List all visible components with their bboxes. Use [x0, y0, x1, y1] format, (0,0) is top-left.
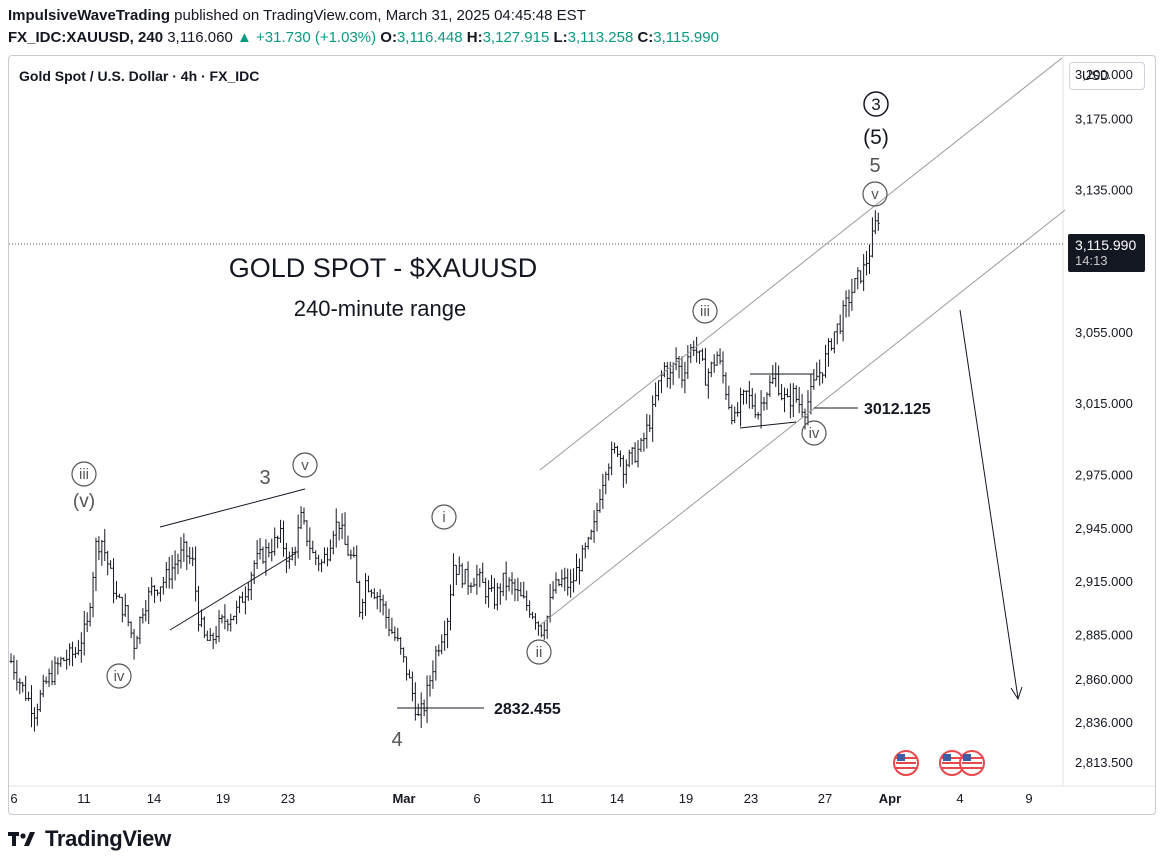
price-tick-label: 2,885.000: [1075, 628, 1133, 643]
price-tick-label: 3,200.000: [1075, 67, 1133, 82]
ohlc-line: FX_IDC:XAUUSD, 240 3,116.060 ▲ +31.730 (…: [8, 29, 719, 46]
price-tick-label: 2,813.500: [1075, 755, 1133, 770]
level-3012-label: 3012.125: [864, 401, 931, 418]
us-flag-icon[interactable]: [959, 750, 985, 776]
time-tick-label: 9: [1025, 791, 1032, 806]
channel-lower-line: [539, 209, 1066, 626]
time-tick-label: 23: [744, 791, 758, 806]
high-value: 3,127.915: [482, 29, 550, 46]
wave-label-5-paren: (5): [863, 126, 889, 149]
wave-label-3-minor: 3: [259, 467, 270, 489]
projection-arrow-line: [959, 309, 1019, 699]
wave-label-v-left: v: [292, 452, 318, 478]
close-value: 3,115.990: [653, 29, 719, 46]
time-tick-label: 4: [956, 791, 963, 806]
svg-text:v: v: [871, 186, 879, 203]
time-tick-label: 19: [216, 791, 230, 806]
wave-label-ii: ii: [526, 639, 552, 665]
last-price: 3,116.060: [167, 29, 233, 46]
close-label: C:: [637, 29, 654, 46]
time-tick-label: Apr: [879, 791, 901, 806]
wave-label-5: 5: [869, 155, 880, 177]
time-tick-label: 23: [281, 791, 295, 806]
svg-text:iii: iii: [79, 466, 89, 483]
open-label: O:: [380, 29, 397, 46]
wave-label-v-right: v: [862, 181, 888, 207]
wave-label-iii-left: iii: [71, 461, 97, 487]
publisher-name[interactable]: ImpulsiveWaveTrading: [8, 7, 170, 24]
time-tick-label: 19: [679, 791, 693, 806]
time-axis[interactable]: 6 11 14 19 23 Mar 6 11 14 19 23 27 Apr 4 9: [10, 791, 1032, 806]
price-tick-label: 3,055.000: [1075, 325, 1133, 340]
price-tick-label: 2,945.000: [1075, 521, 1133, 536]
time-tick-label: 14: [610, 791, 624, 806]
svg-text:iv: iv: [114, 668, 125, 685]
price-change: ▲ +31.730 (+1.03%): [237, 29, 377, 46]
price-tick-label: 3,015.000: [1075, 396, 1133, 411]
time-tick-label: 14: [147, 791, 161, 806]
time-tick-label: 11: [540, 791, 554, 806]
price-tick-label: 2,975.000: [1075, 467, 1133, 482]
price-axis[interactable]: 3,200.0003,175.0003,135.0003,095.0003,05…: [1075, 67, 1133, 770]
channel-upper-line: [539, 57, 1063, 471]
low-price-label: 2832.455: [494, 701, 561, 718]
wave-label-iv-right: iv: [801, 420, 827, 446]
low-value: 3,113.258: [567, 29, 634, 46]
wedge-upper-line: [159, 488, 306, 528]
price-bars: [9, 210, 880, 732]
currency-button[interactable]: USD: [1069, 62, 1145, 90]
chart-title: Gold Spot / U.S. Dollar · 4h · FX_IDC: [19, 68, 260, 84]
svg-text:v: v: [301, 457, 309, 474]
svg-text:3: 3: [871, 95, 880, 114]
time-tick-label: 6: [473, 791, 480, 806]
svg-text:iii: iii: [700, 303, 710, 320]
subheadline-text: 240-minute range: [294, 296, 466, 321]
open-value: 3,116.448: [396, 29, 463, 46]
time-tick-label: 6: [10, 791, 17, 806]
wave-label-iv-left: iv: [106, 663, 132, 689]
wave-label-v-paren-left: (v): [73, 491, 95, 512]
symbol-label: FX_IDC:XAUUSD, 240: [8, 29, 164, 46]
wave-label-4: 4: [391, 729, 402, 751]
headline-text: GOLD SPOT - $XAUUSD: [229, 253, 538, 283]
tradingview-logo-icon: [8, 832, 35, 846]
low-label: L:: [553, 29, 568, 46]
us-flag-icon[interactable]: [893, 750, 919, 776]
publish-info: ImpulsiveWaveTrading published on Tradin…: [8, 7, 586, 24]
last-price-tag: 3,115.990 14:13: [1068, 234, 1145, 272]
time-tick-label: 11: [77, 791, 91, 806]
price-tick-label: 3,135.000: [1075, 183, 1133, 198]
svg-text:i: i: [442, 509, 445, 526]
tradingview-logo[interactable]: TradingView: [8, 826, 171, 852]
wave-label-i: i: [431, 504, 457, 530]
bar-countdown: 14:13: [1075, 253, 1108, 268]
triangle-lower-line: [739, 421, 797, 429]
price-tick-label: 2,836.000: [1075, 715, 1133, 730]
wedge-lower-line: [169, 552, 297, 631]
time-tick-label: Mar: [392, 791, 415, 806]
svg-text:iv: iv: [809, 425, 820, 442]
last-price-tag-value: 3,115.990: [1075, 237, 1137, 253]
svg-text:ii: ii: [536, 644, 543, 661]
price-tick-label: 2,860.000: [1075, 672, 1133, 687]
price-tick-label: 2,915.000: [1075, 574, 1133, 589]
tradingview-wordmark: TradingView: [45, 826, 171, 851]
published-text: published on TradingView.com, March 31, …: [170, 7, 586, 24]
time-tick-label: 27: [818, 791, 832, 806]
chart-pane[interactable]: [8, 55, 1156, 815]
price-tick-label: 3,175.000: [1075, 111, 1133, 126]
wave-label-iii-right: iii: [692, 298, 718, 324]
high-label: H:: [466, 29, 483, 46]
projection-arrow-head: [1010, 686, 1023, 701]
wave-label-3-primary: 3: [863, 91, 889, 117]
